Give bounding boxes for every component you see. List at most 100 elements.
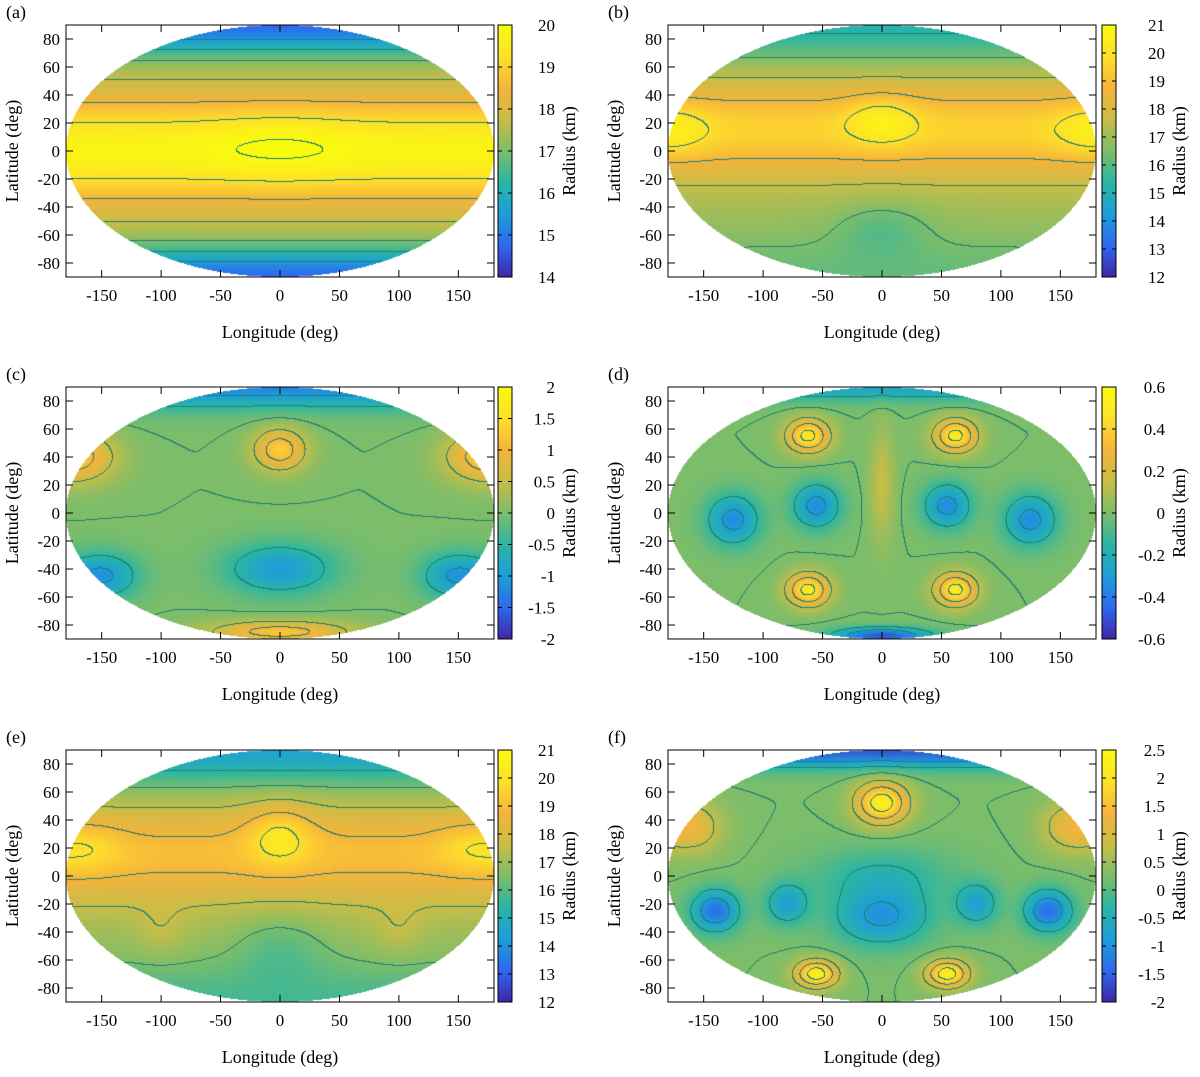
- y-tick-label: 40: [645, 811, 662, 830]
- y-axis-label: Latitude (deg): [2, 100, 23, 202]
- x-tick-label: 0: [878, 286, 887, 305]
- y-tick-label: 40: [43, 811, 60, 830]
- y-tick-label: -60: [639, 951, 662, 970]
- colorbar-tick-label: 12: [538, 993, 555, 1012]
- y-tick-label: -20: [37, 170, 60, 189]
- y-tick-label: 80: [43, 755, 60, 774]
- colorbar-tick-label: 2.5: [1144, 741, 1165, 760]
- x-tick-label: 0: [276, 1011, 285, 1030]
- colorbar-tick-label: 0.5: [534, 473, 555, 492]
- colorbar: [497, 749, 513, 1003]
- x-tick-label: -100: [748, 1011, 779, 1030]
- colorbar-label: Radius (km): [1169, 106, 1190, 196]
- x-tick-label: -150: [86, 648, 117, 667]
- colorbar-label: Radius (km): [1169, 831, 1190, 921]
- x-tick-label: -150: [86, 1011, 117, 1030]
- y-axis-label: Latitude (deg): [604, 100, 625, 202]
- colorbar-tick-label: 19: [538, 797, 555, 816]
- y-tick-label: -20: [639, 532, 662, 551]
- y-tick-label: -60: [639, 588, 662, 607]
- x-tick-label: 50: [331, 648, 348, 667]
- colorbar-tick-label: 13: [538, 965, 555, 984]
- y-tick-label: -20: [37, 895, 60, 914]
- y-tick-label: 0: [52, 504, 61, 523]
- x-tick-label: -150: [688, 286, 719, 305]
- y-tick-label: 20: [43, 476, 60, 495]
- x-tick-label: -100: [748, 286, 779, 305]
- colorbar-tick-label: 2: [1157, 769, 1166, 788]
- colorbar-tick-label: 0.6: [1144, 378, 1165, 397]
- y-tick-label: -20: [639, 895, 662, 914]
- x-axis-label: Longitude (deg): [824, 684, 940, 705]
- y-tick-label: 80: [645, 755, 662, 774]
- colorbar-tick-label: 1: [1157, 825, 1166, 844]
- panel-label: (c): [6, 364, 26, 385]
- colorbar-tick-label: 18: [1148, 100, 1165, 119]
- colorbar-tick-label: 16: [538, 184, 555, 203]
- x-tick-label: 0: [276, 286, 285, 305]
- colorbar-tick-label: -0.2: [1138, 546, 1165, 565]
- x-tick-label: -150: [688, 648, 719, 667]
- y-tick-label: 0: [52, 867, 61, 886]
- y-tick-label: 80: [43, 392, 60, 411]
- panel-e: -150 -100 -50 0 50 100 150 80 60 40 20 0 -20 -40 -60 -8…: [2, 727, 580, 1068]
- y-tick-label: -80: [37, 979, 60, 998]
- y-tick-label: -40: [37, 560, 60, 579]
- y-tick-label: -40: [37, 198, 60, 217]
- colorbar-tick-label: -2: [541, 630, 555, 649]
- colorbar-tick-label: -1.5: [1138, 965, 1165, 984]
- x-tick-label: 150: [1048, 1011, 1074, 1030]
- x-tick-label: 50: [933, 648, 950, 667]
- y-tick-label: -40: [639, 923, 662, 942]
- y-tick-label: 40: [43, 448, 60, 467]
- y-axis-label: Latitude (deg): [2, 462, 23, 564]
- panel-f: -150 -100 -50 0 50 100 150806040200-20-40-60-8…: [604, 727, 1190, 1068]
- x-tick-label: 150: [446, 1011, 472, 1030]
- x-tick-label: 50: [933, 286, 950, 305]
- y-tick-label: 40: [43, 86, 60, 105]
- x-axis-label: Longitude (deg): [824, 322, 940, 343]
- colorbar-tick-label: 14: [1148, 212, 1166, 231]
- colorbar-tick-label: 16: [538, 881, 555, 900]
- y-tick-label: 80: [645, 30, 662, 49]
- colorbar-tick-label: 20: [538, 769, 555, 788]
- colorbar-tick-label: -0.5: [1138, 909, 1165, 928]
- colorbar-tick-label: 17: [1148, 128, 1166, 147]
- y-tick-label: -40: [639, 560, 662, 579]
- colorbar-tick-label: 18: [538, 825, 555, 844]
- y-tick-label: 20: [43, 839, 60, 858]
- x-tick-label: -50: [209, 1011, 232, 1030]
- colorbar-tick-label: -2: [1151, 993, 1165, 1012]
- colorbar-tick-label: 19: [1148, 72, 1165, 91]
- x-tick-label: 0: [878, 1011, 887, 1030]
- panel-label: (e): [6, 727, 26, 748]
- colorbar-tick-label: 21: [538, 741, 555, 760]
- x-tick-label: 150: [1048, 648, 1074, 667]
- colorbar-tick-label: 17: [538, 142, 556, 161]
- y-tick-label: 20: [645, 114, 662, 133]
- y-tick-label: 60: [43, 58, 60, 77]
- y-tick-label: -60: [639, 226, 662, 245]
- y-axis-label: Latitude (deg): [2, 825, 23, 927]
- colorbar-tick-label: 15: [1148, 184, 1165, 203]
- x-tick-label: -150: [688, 1011, 719, 1030]
- x-tick-label: 100: [386, 286, 412, 305]
- x-tick-label: -50: [811, 286, 834, 305]
- y-tick-label: 0: [52, 142, 61, 161]
- heatmap-surface: [668, 750, 1096, 1002]
- colorbar-tick-label: 0.4: [1144, 420, 1166, 439]
- x-tick-label: 150: [1048, 286, 1074, 305]
- x-tick-label: -50: [209, 648, 232, 667]
- heatmap-surface: [66, 25, 494, 277]
- colorbar: [1101, 749, 1117, 1003]
- y-tick-label: -80: [639, 616, 662, 635]
- y-tick-label: -80: [639, 979, 662, 998]
- panel-label: (d): [608, 364, 629, 385]
- y-tick-label: -60: [37, 226, 60, 245]
- x-tick-label: -50: [811, 1011, 834, 1030]
- colorbar-tick-label: 13: [1148, 240, 1165, 259]
- x-axis-label: Longitude (deg): [824, 1047, 940, 1068]
- y-tick-label: 40: [645, 86, 662, 105]
- y-tick-label: -20: [639, 170, 662, 189]
